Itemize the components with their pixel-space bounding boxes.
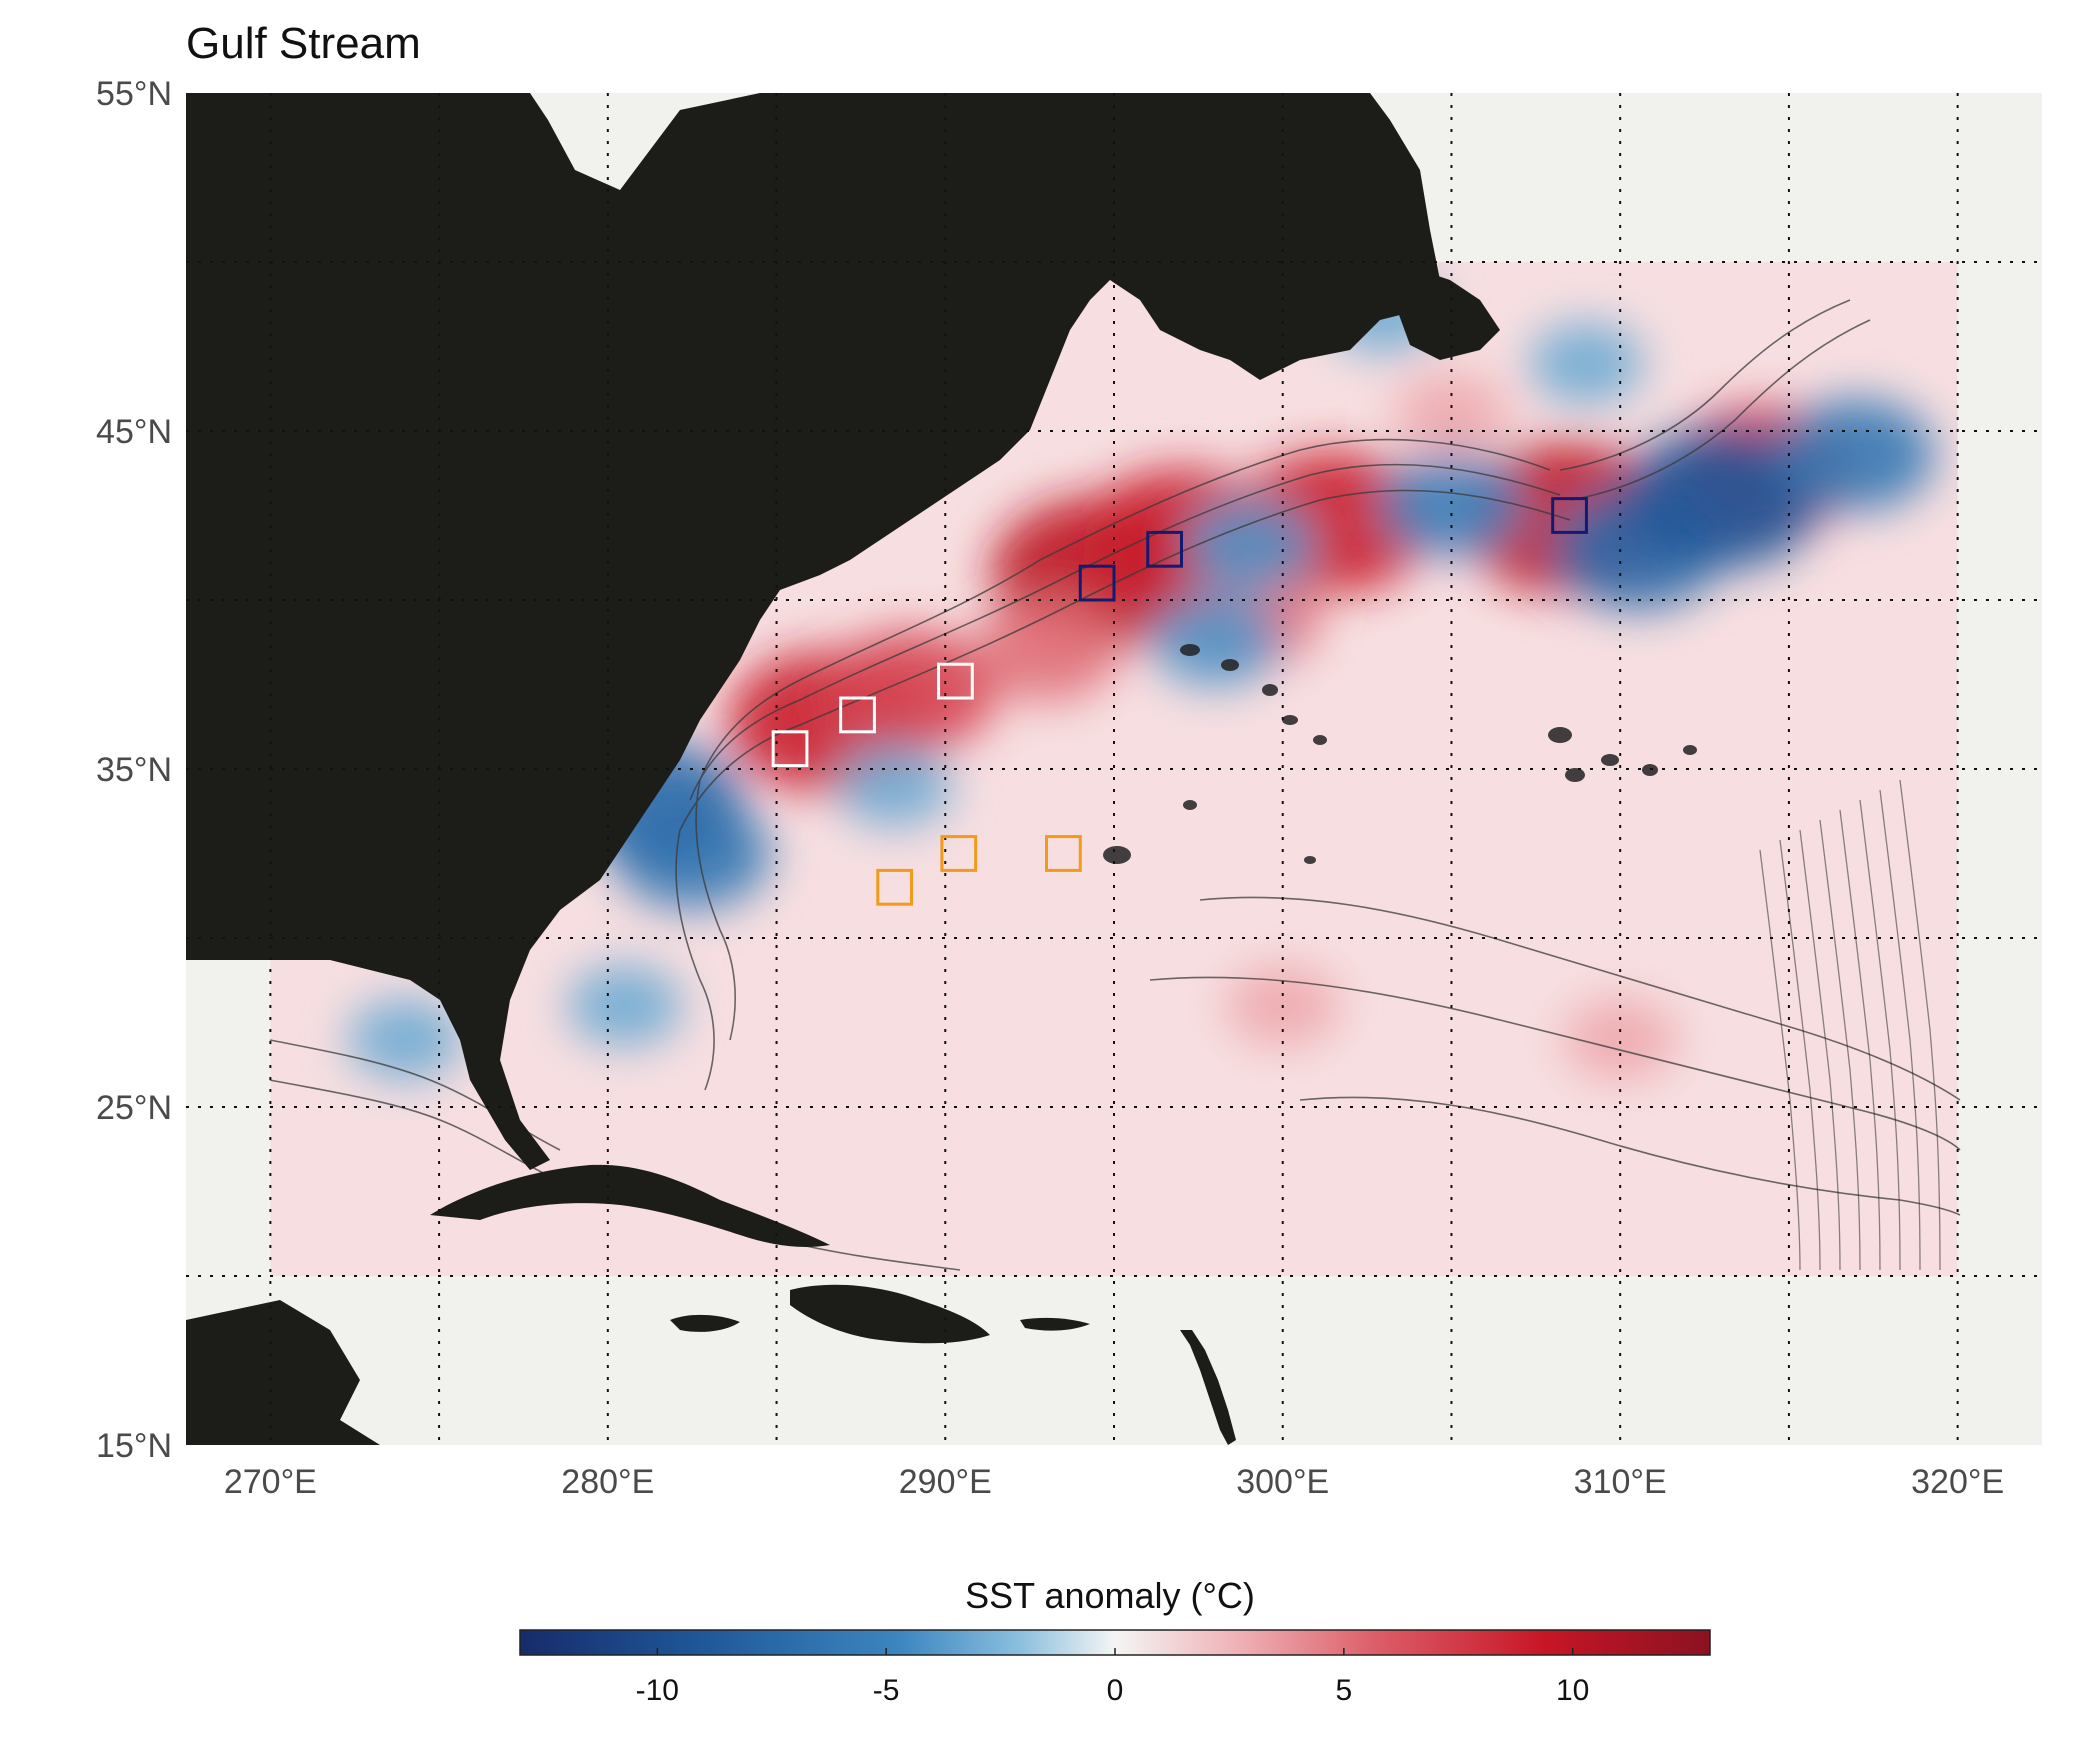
north-america-land xyxy=(186,93,1440,1170)
latitude-tick-label: 45°N xyxy=(96,413,172,451)
latitude-tick-label: 55°N xyxy=(96,75,172,113)
sst-anomaly-blob xyxy=(567,964,683,1047)
colorbar-ticks: -10 -5 0 5 10 xyxy=(636,1648,1589,1707)
latitude-tick-labels: 55°N 45°N 35°N 25°N 15°N xyxy=(96,75,172,1465)
analysis-box-white xyxy=(839,696,876,734)
colorbar-label: SST anomaly (°C) xyxy=(965,1575,1255,1616)
analysis-box-orange xyxy=(876,868,914,906)
sst-anomaly-blob xyxy=(1394,373,1509,456)
longitude-tick-label: 310°E xyxy=(1574,1463,1667,1501)
longitude-tick-labels: 270°E 280°E 290°E 300°E 310°E 320°E xyxy=(224,1463,2004,1501)
hispaniola-land xyxy=(790,1284,990,1344)
bathymetry-contours xyxy=(269,299,1961,1271)
map-panel xyxy=(186,93,2042,1445)
sst-anomaly-blob xyxy=(1622,427,1821,570)
central-america-land xyxy=(186,1300,380,1445)
colorbar-tick-label: 10 xyxy=(1556,1674,1589,1707)
sst-anomaly-blob xyxy=(975,599,1118,702)
sst-anomaly-blob xyxy=(1150,594,1280,687)
analysis-box-navy xyxy=(1551,497,1588,534)
longitude-tick-label: 270°E xyxy=(224,1463,317,1501)
lesser-antilles-land xyxy=(1180,1330,1236,1445)
sst-anomaly-blob xyxy=(837,744,953,827)
jamaica-land xyxy=(670,1314,740,1332)
latitude-tick-label: 25°N xyxy=(96,1089,172,1127)
analysis-box-navy xyxy=(1146,530,1183,568)
longitude-tick-label: 280°E xyxy=(561,1463,654,1501)
analysis-boxes xyxy=(771,497,1588,906)
latitude-tick-label: 35°N xyxy=(96,751,172,789)
longitude-tick-label: 320°E xyxy=(1911,1463,2004,1501)
colorbar-tick-label: -5 xyxy=(873,1674,900,1707)
cuba-land xyxy=(430,1164,830,1247)
colorbar-tick-label: 5 xyxy=(1336,1674,1353,1707)
sst-anomaly-blob xyxy=(1184,499,1314,592)
analysis-box-orange xyxy=(1045,835,1082,872)
sst-anomaly-blob xyxy=(1529,322,1644,405)
analysis-box-white xyxy=(937,662,974,700)
sst-anomaly-blob xyxy=(826,630,997,753)
longitude-tick-label: 300°E xyxy=(1236,1463,1329,1501)
latitude-tick-label: 15°N xyxy=(96,1427,172,1465)
map-title: Gulf Stream xyxy=(186,19,421,68)
analysis-box-navy xyxy=(1078,564,1116,602)
longitude-tick-label: 290°E xyxy=(899,1463,992,1501)
land-masses xyxy=(186,93,1500,1445)
puerto-rico-land xyxy=(1020,1317,1090,1331)
colorbar: SST anomaly (°C) -10 -5 0 5 10 xyxy=(519,1575,1711,1707)
colorbar-tick-label: 0 xyxy=(1107,1674,1124,1707)
sst-anomaly-blob xyxy=(1778,398,1935,511)
analysis-box-orange xyxy=(940,835,978,872)
colorbar-tick-label: -10 xyxy=(636,1674,679,1707)
sst-anomaly-blob xyxy=(347,998,463,1081)
newfoundland-land xyxy=(1390,270,1500,360)
sst-anomaly-blob xyxy=(1380,454,1523,557)
analysis-box-white xyxy=(771,730,809,768)
sst-anomaly-blob xyxy=(1562,998,1678,1081)
seamount-features xyxy=(1103,644,1697,864)
